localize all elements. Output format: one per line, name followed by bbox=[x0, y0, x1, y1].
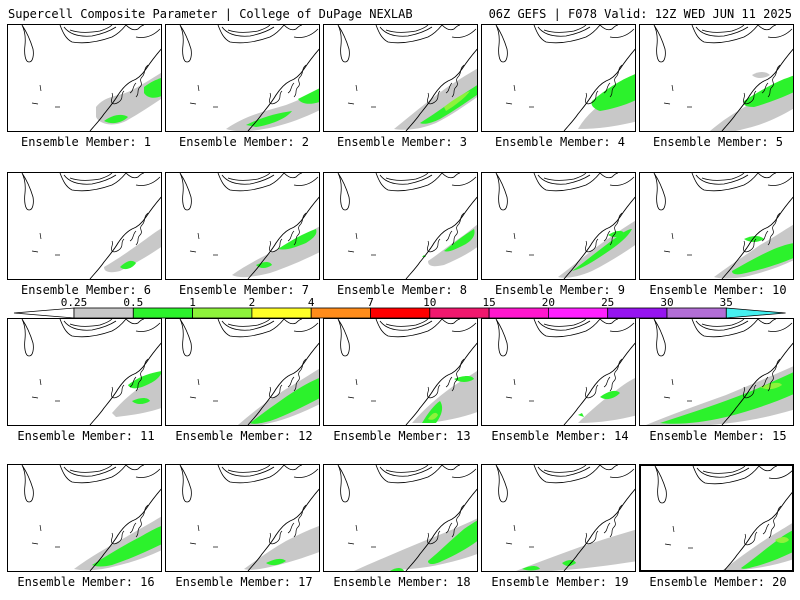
scale-tick-label: 20 bbox=[541, 296, 556, 309]
regional-map bbox=[179, 173, 319, 279]
member-map-15[interactable] bbox=[639, 318, 794, 426]
scale-swatch-11 bbox=[666, 307, 727, 319]
scale-swatch-1 bbox=[73, 307, 134, 319]
regional-map bbox=[21, 173, 161, 279]
regional-map bbox=[179, 319, 319, 425]
member-map-4[interactable] bbox=[481, 24, 636, 132]
scale-tick-label: 0.25 bbox=[60, 296, 88, 309]
regional-map bbox=[179, 25, 319, 131]
member-label-11: Ensemble Member: 11 bbox=[17, 429, 155, 443]
regional-map bbox=[495, 319, 635, 425]
member-label-9: Ensemble Member: 9 bbox=[494, 283, 626, 297]
color-scale-bar bbox=[13, 307, 786, 319]
product-title: Supercell Composite Parameter | College … bbox=[8, 7, 413, 21]
member-label-19: Ensemble Member: 19 bbox=[491, 575, 629, 589]
member-label-13: Ensemble Member: 13 bbox=[333, 429, 471, 443]
member-label-1: Ensemble Member: 1 bbox=[20, 135, 152, 149]
member-map-5[interactable] bbox=[639, 24, 794, 132]
scale-swatch-2 bbox=[132, 307, 194, 319]
member-map-19[interactable] bbox=[481, 464, 636, 572]
scale-swatch-8 bbox=[488, 307, 549, 319]
member-label-10: Ensemble Member: 10 bbox=[649, 283, 787, 297]
scale-tick-label: 7 bbox=[367, 296, 374, 309]
scale-tick-label: 35 bbox=[719, 296, 733, 309]
member-label-2: Ensemble Member: 2 bbox=[178, 135, 310, 149]
regional-map bbox=[21, 465, 161, 571]
scale-swatch-12 bbox=[725, 307, 786, 319]
scale-tick-label: 0.5 bbox=[123, 296, 144, 309]
member-map-18[interactable] bbox=[323, 464, 478, 572]
member-label-8: Ensemble Member: 8 bbox=[336, 283, 468, 297]
scale-tick-label: 2 bbox=[248, 296, 256, 309]
scale-swatch-5 bbox=[310, 307, 371, 319]
scale-tick-label: 4 bbox=[307, 296, 315, 309]
regional-map bbox=[654, 466, 792, 570]
regional-map bbox=[495, 465, 635, 571]
regional-map bbox=[21, 25, 161, 131]
member-label-6: Ensemble Member: 6 bbox=[20, 283, 152, 297]
regional-map bbox=[653, 173, 793, 279]
member-label-16: Ensemble Member: 16 bbox=[17, 575, 155, 589]
regional-map bbox=[21, 319, 161, 425]
member-label-7: Ensemble Member: 7 bbox=[178, 283, 310, 297]
member-map-9[interactable] bbox=[481, 172, 636, 280]
member-map-17[interactable] bbox=[165, 464, 320, 572]
scale-tick-label: 1 bbox=[189, 296, 196, 309]
member-label-18: Ensemble Member: 18 bbox=[333, 575, 471, 589]
member-label-5: Ensemble Member: 5 bbox=[652, 135, 784, 149]
regional-map bbox=[337, 25, 477, 131]
member-map-20[interactable] bbox=[639, 464, 794, 572]
scale-tick-label: 10 bbox=[423, 296, 437, 309]
member-map-6[interactable] bbox=[7, 172, 162, 280]
member-map-2[interactable] bbox=[165, 24, 320, 132]
valid-time: 06Z GEFS | F078 Valid: 12Z WED JUN 11 20… bbox=[488, 7, 792, 21]
member-map-16[interactable] bbox=[7, 464, 162, 572]
scale-swatch-9 bbox=[548, 307, 609, 319]
member-map-11[interactable] bbox=[7, 318, 162, 426]
member-map-8[interactable] bbox=[323, 172, 478, 280]
scale-swatch-7 bbox=[429, 307, 490, 319]
member-map-1[interactable] bbox=[7, 24, 162, 132]
member-map-10[interactable] bbox=[639, 172, 794, 280]
member-label-12: Ensemble Member: 12 bbox=[175, 429, 313, 443]
scale-swatch-3 bbox=[192, 307, 253, 319]
regional-map bbox=[337, 173, 477, 279]
scale-swatch-4 bbox=[251, 307, 312, 319]
scale-tick-label: 25 bbox=[601, 296, 615, 309]
member-map-12[interactable] bbox=[165, 318, 320, 426]
member-label-20: Ensemble Member: 20 bbox=[649, 575, 787, 589]
scale-swatch-6 bbox=[370, 307, 431, 319]
scale-swatch-10 bbox=[607, 307, 668, 319]
member-label-17: Ensemble Member: 17 bbox=[175, 575, 313, 589]
regional-map bbox=[653, 25, 793, 131]
member-label-15: Ensemble Member: 15 bbox=[649, 429, 787, 443]
member-map-14[interactable] bbox=[481, 318, 636, 426]
scale-min-arrow bbox=[13, 307, 75, 319]
member-map-7[interactable] bbox=[165, 172, 320, 280]
scale-tick-label: 30 bbox=[660, 296, 674, 309]
member-label-4: Ensemble Member: 4 bbox=[494, 135, 626, 149]
regional-map bbox=[337, 319, 477, 425]
member-map-3[interactable] bbox=[323, 24, 478, 132]
regional-map bbox=[179, 465, 319, 571]
member-map-13[interactable] bbox=[323, 318, 478, 426]
regional-map bbox=[495, 25, 635, 131]
member-label-14: Ensemble Member: 14 bbox=[491, 429, 629, 443]
regional-map bbox=[337, 465, 477, 571]
scale-tick-label: 15 bbox=[482, 296, 496, 309]
regional-map bbox=[495, 173, 635, 279]
regional-map bbox=[646, 319, 793, 425]
member-label-3: Ensemble Member: 3 bbox=[336, 135, 468, 149]
